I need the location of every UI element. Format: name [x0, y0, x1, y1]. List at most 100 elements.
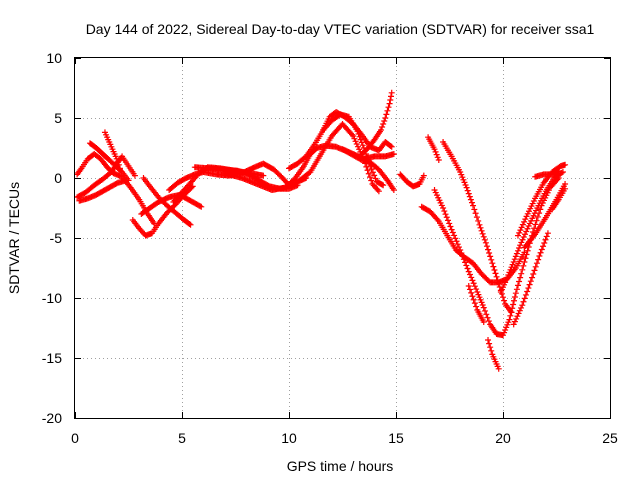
data-point — [449, 229, 456, 236]
data-point — [511, 256, 518, 263]
data-point — [380, 182, 387, 189]
data-point — [455, 244, 462, 251]
data-point — [356, 146, 363, 153]
data-point — [469, 293, 476, 300]
data-point — [541, 239, 548, 246]
data-point — [471, 206, 478, 213]
data-point — [431, 146, 438, 153]
data-point — [453, 238, 460, 245]
data-point — [466, 271, 473, 278]
data-point — [542, 236, 549, 243]
data-point — [522, 291, 529, 298]
data-point — [357, 136, 364, 143]
data-point — [466, 286, 473, 293]
data-point — [189, 183, 196, 190]
data-point — [372, 175, 379, 182]
data-point — [381, 118, 388, 124]
data-point — [521, 259, 528, 265]
data-point — [187, 221, 194, 228]
data-point — [488, 256, 495, 263]
data-point — [516, 278, 523, 285]
data-point — [379, 124, 386, 130]
data-point — [466, 193, 473, 200]
data-point — [522, 216, 529, 223]
data-point — [364, 167, 371, 174]
data-point — [363, 163, 370, 170]
series-arc-2 — [74, 153, 138, 201]
data-point — [388, 93, 395, 100]
data-point — [491, 267, 498, 273]
data-point — [513, 286, 520, 293]
data-point — [485, 337, 492, 343]
data-point — [459, 253, 466, 260]
data-point — [515, 310, 522, 317]
y-tick-label: 0 — [54, 170, 62, 186]
data-point — [511, 297, 518, 304]
data-point — [512, 290, 519, 297]
series-arc-23 — [465, 283, 487, 325]
data-point — [518, 270, 525, 277]
data-point — [531, 267, 538, 274]
data-point — [475, 217, 482, 224]
series-arc-17 — [358, 89, 395, 157]
data-point — [543, 233, 550, 240]
data-point — [390, 187, 397, 193]
data-point — [359, 142, 366, 149]
data-point — [468, 289, 475, 296]
y-axis-label: SDTVAR / TECUs — [6, 182, 22, 294]
data-point — [518, 304, 525, 311]
series-arc-30 — [532, 167, 562, 180]
data-point — [482, 307, 489, 314]
data-point — [510, 321, 517, 328]
data-point — [390, 151, 397, 157]
data-point — [131, 172, 138, 179]
data-point — [533, 260, 540, 267]
data-point — [511, 318, 518, 325]
data-point — [463, 184, 470, 191]
data-point — [469, 277, 476, 284]
data-point — [387, 97, 394, 103]
data-point — [434, 216, 441, 223]
y-tick-label: -20 — [42, 410, 62, 426]
data-point — [537, 206, 544, 213]
data-point — [351, 135, 358, 142]
data-point — [483, 311, 490, 318]
data-point — [386, 100, 393, 107]
data-point — [519, 221, 526, 228]
data-point — [532, 263, 539, 270]
data-point — [444, 217, 451, 224]
data-point — [520, 298, 527, 305]
data-point — [186, 221, 193, 227]
data-point — [477, 224, 484, 231]
data-point — [511, 293, 518, 300]
data-point — [441, 208, 448, 215]
data-point — [457, 247, 464, 253]
data-point — [506, 316, 513, 323]
data-point — [116, 165, 123, 172]
data-point — [522, 255, 529, 262]
series-arc-6 — [129, 183, 196, 239]
data-point — [451, 232, 458, 239]
data-point — [479, 230, 486, 237]
x-axis-label: GPS time / hours — [287, 458, 394, 474]
data-point — [508, 309, 515, 316]
data-point — [485, 318, 492, 325]
series-arc-15 — [320, 111, 387, 189]
series-arc-22 — [425, 134, 442, 163]
data-point — [510, 301, 517, 308]
x-tick-label: 25 — [602, 430, 618, 446]
series-arc-13 — [286, 109, 395, 172]
series-arc-25 — [497, 169, 566, 295]
data-point — [519, 302, 526, 309]
data-point — [524, 247, 531, 254]
data-point — [468, 199, 475, 206]
data-point — [367, 163, 374, 169]
series-arc-21 — [440, 139, 515, 316]
data-point — [380, 121, 387, 127]
y-tick-label: -15 — [42, 350, 62, 366]
data-point — [526, 281, 533, 288]
data-point — [198, 203, 205, 210]
data-point — [458, 250, 465, 257]
series-arc-18 — [397, 171, 427, 190]
data-point — [467, 196, 474, 203]
